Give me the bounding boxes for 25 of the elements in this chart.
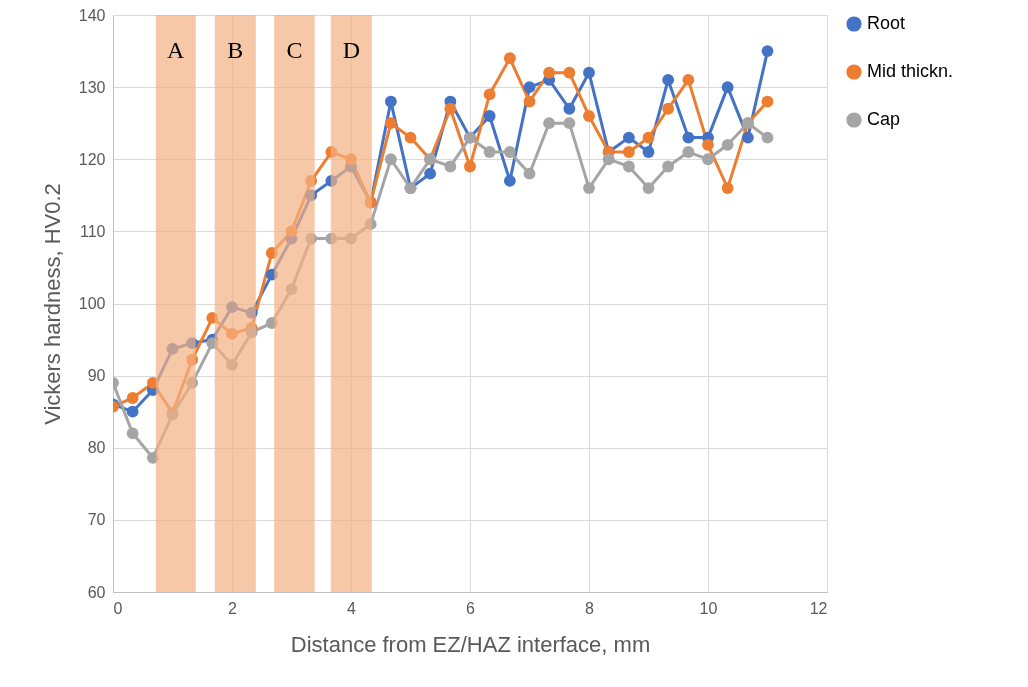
y-tick-label: 130 (78, 78, 106, 96)
x-tick-label: 2 (228, 599, 238, 617)
legend-label: Cap (867, 109, 901, 129)
y-axis-title: Vickers hardness, HV0.2 (39, 183, 65, 425)
band-label: A (167, 37, 186, 63)
y-tick-label: 60 (87, 583, 106, 601)
legend-label: Mid thickn. (867, 61, 954, 81)
x-tick-label: 8 (585, 599, 595, 617)
legend-label: Root (867, 13, 906, 33)
x-tick-label: 6 (466, 599, 476, 617)
y-tick-label: 70 (87, 511, 106, 529)
x-tick-label: 4 (347, 599, 357, 617)
y-tick-label: 100 (78, 295, 106, 312)
y-tick-label: 80 (87, 439, 106, 457)
x-axis-title: Distance from EZ/HAZ interface, mm (290, 631, 651, 657)
band-label: D (342, 37, 360, 63)
y-tick-label: 110 (79, 222, 106, 240)
x-tick-label: 10 (699, 599, 718, 617)
band-label: C (286, 37, 303, 63)
y-tick-label: 120 (78, 150, 106, 168)
x-tick-label: 0 (113, 599, 123, 617)
x-tick-label: 12 (809, 599, 828, 617)
y-tick-label: 140 (78, 6, 106, 24)
band-label: B (227, 37, 244, 63)
y-tick-label: 90 (87, 367, 106, 385)
